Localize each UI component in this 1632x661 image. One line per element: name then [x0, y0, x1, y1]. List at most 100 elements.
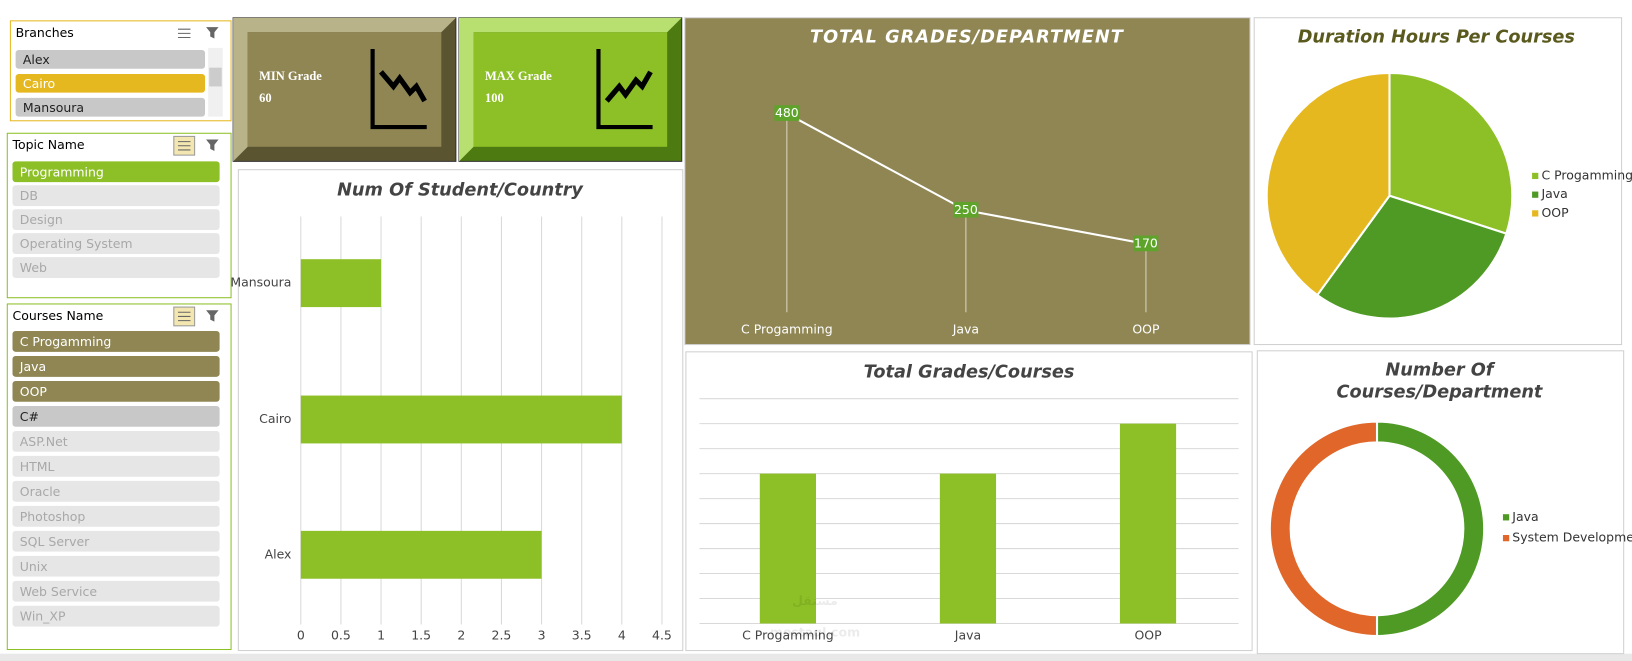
clear-filter-icon — [206, 310, 219, 322]
data-label-box — [774, 105, 800, 121]
slicer-item[interactable] — [12, 530, 220, 552]
chart-title: Courses/Department — [1337, 382, 1543, 402]
legend-label: System Development — [1512, 530, 1632, 545]
x-tick-label: 3.5 — [572, 627, 592, 642]
legend-swatch — [1532, 191, 1539, 198]
slicer-item-label: Mansoura — [23, 100, 84, 115]
kpi-icon — [596, 48, 653, 130]
slicer-item[interactable] — [12, 580, 220, 602]
bar — [759, 473, 816, 624]
slicer-item-label: Java — [19, 359, 46, 374]
x-tick-label: 2 — [457, 627, 465, 642]
slicer-item-label: Photoshop — [20, 509, 86, 524]
x-tick-label: Java — [952, 321, 979, 336]
bar — [300, 259, 382, 308]
x-tick-label: 3 — [538, 627, 546, 642]
slicer-item[interactable] — [12, 430, 220, 452]
kpi-value: 100 — [485, 91, 504, 105]
kpi-face — [473, 32, 668, 147]
chart-panel — [684, 17, 1251, 346]
slicer-item-label: Cairo — [23, 76, 55, 91]
x-tick-label: C Progamming — [742, 627, 834, 642]
slicer-title: Topic Name — [11, 137, 84, 152]
slicer-item[interactable] — [12, 405, 220, 427]
slicer-item-label: Web — [20, 260, 47, 275]
slicer-item[interactable] — [15, 50, 206, 69]
slicer-item[interactable] — [12, 505, 220, 527]
legend-label: C Progamming — [1541, 167, 1632, 182]
slicer-item-label: Web Service — [20, 584, 97, 599]
data-label: 170 — [1134, 235, 1158, 250]
slicer-item-label: Unix — [20, 559, 48, 574]
slicer-item[interactable] — [12, 161, 220, 183]
data-label-box — [953, 201, 979, 218]
kpi-bevel — [459, 17, 682, 162]
legend-label: Java — [1540, 186, 1567, 201]
bar — [300, 395, 622, 444]
sheet-tabs — [0, 653, 1632, 661]
slicer-item[interactable] — [12, 356, 220, 377]
slicer-item-label: Win_XP — [20, 609, 66, 624]
slicer-item[interactable] — [12, 605, 220, 627]
clear-filter-icon — [206, 139, 219, 151]
kpi-icon-arrow — [378, 70, 427, 103]
slicer-item-label: Programming — [20, 164, 104, 179]
donut-slice — [1268, 420, 1379, 638]
kpi-value: 60 — [259, 91, 271, 105]
slicer-item[interactable] — [12, 380, 220, 402]
slicer-item[interactable] — [12, 331, 220, 352]
y-tick-label: Cairo — [259, 411, 291, 426]
slicer-item[interactable] — [12, 185, 220, 207]
slicer-item[interactable] — [12, 233, 220, 254]
chart-title: TOTAL GRADES/DEPARTMENT — [810, 28, 1125, 48]
scroll-thumb[interactable] — [209, 67, 222, 87]
x-tick-label: 0.5 — [331, 627, 351, 642]
slicer-item-label: Oracle — [20, 484, 61, 499]
legend-swatch — [1502, 535, 1510, 542]
bar — [300, 530, 542, 579]
x-tick-label: C Progamming — [741, 321, 833, 336]
chart-title: Num Of Student/Country — [337, 181, 584, 201]
multi-select-icon — [177, 311, 191, 322]
x-tick-label: 1.5 — [411, 627, 431, 642]
slicer-item-label: ASP.Net — [20, 434, 68, 449]
slicer-item-label: C Progamming — [20, 334, 112, 349]
chart-title: Total Grades/Courses — [864, 363, 1075, 383]
slicer-item[interactable] — [12, 480, 220, 502]
legend-label: Java — [1511, 509, 1538, 524]
slicer-item[interactable] — [12, 455, 220, 477]
slicer-item-label: Alex — [23, 52, 50, 67]
watermark: مستقل — [792, 593, 838, 608]
slicer-item-label: DB — [20, 188, 38, 203]
bar — [1119, 423, 1177, 624]
x-tick-label: OOP — [1134, 627, 1162, 642]
kpi-icon — [370, 48, 427, 130]
slicer-item-label: Operating System — [20, 236, 133, 251]
kpi-label: MAX Grade — [485, 69, 552, 83]
x-tick-label: 1 — [377, 627, 385, 642]
slicer-item[interactable] — [12, 209, 220, 231]
x-tick-label: Java — [954, 627, 981, 642]
slicer-item[interactable] — [15, 73, 206, 93]
pie-slice — [1388, 71, 1514, 235]
chart-title: Duration Hours Per Courses — [1298, 28, 1575, 48]
legend-swatch — [1532, 172, 1539, 180]
slicer-item[interactable] — [12, 555, 220, 577]
slicer-item[interactable] — [15, 97, 206, 117]
slicer-item[interactable] — [12, 257, 220, 278]
x-tick-label: 0 — [297, 627, 305, 642]
slicer-item-label: Design — [20, 212, 63, 227]
y-tick-label: Alex — [265, 546, 292, 561]
legend-swatch — [1532, 210, 1539, 217]
bar — [939, 473, 997, 624]
kpi-label: MIN Grade — [259, 69, 322, 83]
x-tick-label: 2.5 — [492, 627, 512, 642]
kpi-icon-arrow — [604, 70, 653, 103]
data-label: 480 — [775, 105, 799, 120]
clear-filter-icon — [206, 27, 219, 39]
slicer-title: Branches — [16, 25, 74, 40]
x-tick-label: OOP — [1132, 321, 1160, 336]
chart-title: Number Of — [1385, 361, 1495, 381]
